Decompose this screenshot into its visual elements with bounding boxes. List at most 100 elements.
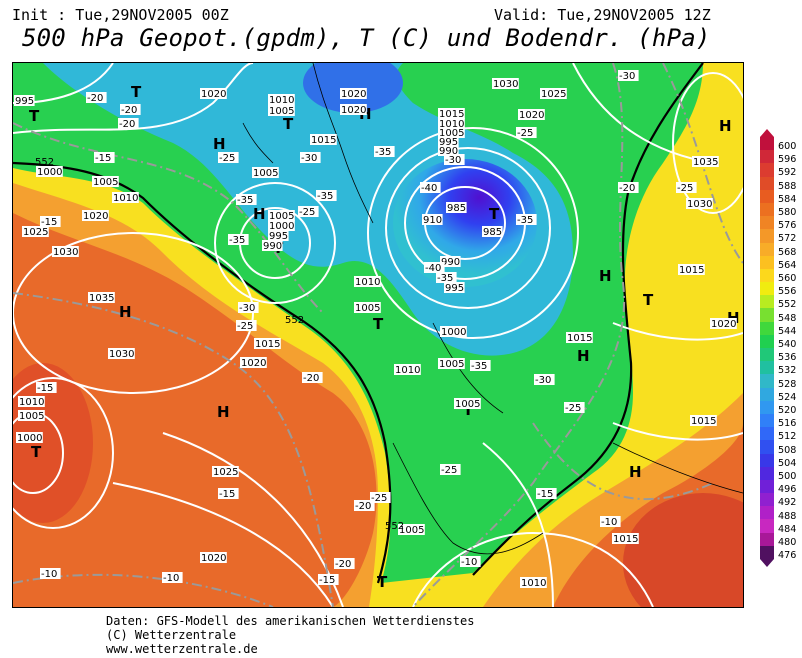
deep-low-area xyxy=(393,159,537,287)
scale-label: 488 xyxy=(778,510,797,522)
scale-segment xyxy=(760,493,774,507)
svg-text:H: H xyxy=(629,463,642,481)
svg-text:1000: 1000 xyxy=(441,327,466,338)
temperature-label: -25 xyxy=(564,402,585,414)
pressure-label: 990 xyxy=(438,145,459,157)
temperature-label: -20 xyxy=(334,558,355,570)
temperature-label: -40 xyxy=(424,262,445,274)
temperature-label: -15 xyxy=(218,488,239,500)
scale-label: 588 xyxy=(778,180,797,192)
pressure-label: 1020 xyxy=(82,210,109,222)
temperature-label: -15 xyxy=(318,574,339,586)
scale-label: 552 xyxy=(778,299,797,311)
scale-segment xyxy=(760,295,774,309)
scale-segment xyxy=(760,242,774,256)
svg-text:1020: 1020 xyxy=(83,211,108,222)
svg-text:H: H xyxy=(119,303,132,321)
color-scale xyxy=(760,129,774,567)
pressure-label: 995 xyxy=(268,230,289,242)
scale-segment xyxy=(760,413,774,428)
temperature-label: -35 xyxy=(236,194,257,206)
svg-text:1010: 1010 xyxy=(355,277,380,288)
system-label: H xyxy=(119,303,132,321)
isotherms xyxy=(13,63,743,607)
system-label: H xyxy=(213,135,226,153)
scale-label: 580 xyxy=(778,207,797,219)
system-label: H xyxy=(599,267,612,285)
scale-segment xyxy=(760,532,774,546)
scale-label: 504 xyxy=(778,457,797,469)
pressure-label: 1015 xyxy=(678,264,705,276)
scale-segment xyxy=(760,545,774,559)
temperature-label: -25 xyxy=(516,127,537,139)
svg-text:-35: -35 xyxy=(517,215,533,226)
scale-segment xyxy=(760,308,774,322)
svg-text:-20: -20 xyxy=(619,183,635,194)
valid-time: Valid: Tue,29NOV2005 12Z xyxy=(494,6,711,24)
temperature-label: -15 xyxy=(94,152,115,164)
svg-text:T: T xyxy=(377,573,388,591)
scale-label: 496 xyxy=(778,484,797,496)
svg-text:1025: 1025 xyxy=(23,227,48,238)
pressure-label: 1020 xyxy=(340,88,367,100)
svg-text:T: T xyxy=(31,443,42,461)
scale-label: 592 xyxy=(778,167,797,179)
scale-label: 540 xyxy=(778,339,797,351)
geopotential-label: 552 xyxy=(285,315,304,326)
svg-text:1015: 1015 xyxy=(255,339,280,350)
svg-text:-15: -15 xyxy=(219,489,235,500)
pressure-label: 1005 xyxy=(438,358,465,370)
svg-text:1005: 1005 xyxy=(19,411,44,422)
pressure-label: 1005 xyxy=(398,524,425,536)
svg-text:-25: -25 xyxy=(565,403,581,414)
svg-text:-35: -35 xyxy=(317,191,333,202)
scale-segment xyxy=(760,334,774,348)
pressure-label: 1010 xyxy=(268,94,295,106)
svg-text:1020: 1020 xyxy=(341,89,366,100)
svg-text:1010: 1010 xyxy=(19,397,44,408)
svg-text:-10: -10 xyxy=(461,557,477,568)
scale-label: 480 xyxy=(778,537,797,549)
system-label: T xyxy=(489,205,500,223)
pressure-label: 1015 xyxy=(612,533,639,545)
scale-segment xyxy=(760,400,774,414)
svg-text:-25: -25 xyxy=(299,207,315,218)
svg-text:-25: -25 xyxy=(371,493,387,504)
scale-segment xyxy=(760,229,774,243)
svg-text:1020: 1020 xyxy=(241,358,266,369)
svg-text:1010: 1010 xyxy=(439,119,464,130)
pressure-label: 990 xyxy=(262,240,283,252)
scale-label: 476 xyxy=(778,550,797,562)
temperature-label: -20 xyxy=(354,500,375,512)
scale-segment xyxy=(760,479,774,494)
scale-label: 576 xyxy=(778,220,797,232)
scale-segment xyxy=(760,216,774,230)
svg-text:1005: 1005 xyxy=(269,211,294,222)
scale-label: 584 xyxy=(778,193,797,205)
scale-segment xyxy=(760,387,774,401)
pressure-label: 1015 xyxy=(310,134,337,146)
scale-label: 524 xyxy=(778,391,797,403)
svg-text:995: 995 xyxy=(15,96,34,107)
scale-label: 520 xyxy=(778,405,797,417)
temperature-label: -10 xyxy=(600,516,621,528)
pressure-label: 1020 xyxy=(340,104,367,116)
svg-text:1030: 1030 xyxy=(493,79,518,90)
map-title: 500 hPa Geopot.(gpdm), T (C) und Bodendr… xyxy=(22,24,711,52)
svg-text:990: 990 xyxy=(441,257,460,268)
pressure-label: 1005 xyxy=(268,210,295,222)
temperature-label: -30 xyxy=(300,152,321,164)
scale-label: 600 xyxy=(778,141,797,152)
pressure-label: 1010 xyxy=(112,192,139,204)
scale-label: 484 xyxy=(778,523,797,535)
system-label: H xyxy=(577,347,590,365)
pressure-label: 1025 xyxy=(540,88,567,100)
svg-text:552: 552 xyxy=(285,315,304,326)
svg-text:1005: 1005 xyxy=(269,106,294,117)
svg-text:-20: -20 xyxy=(121,105,137,116)
system-label: T xyxy=(643,291,654,309)
svg-text:-30: -30 xyxy=(619,71,635,82)
scale-label: 492 xyxy=(778,497,797,509)
temperature-label: -35 xyxy=(470,360,491,372)
svg-text:-25: -25 xyxy=(441,465,457,476)
